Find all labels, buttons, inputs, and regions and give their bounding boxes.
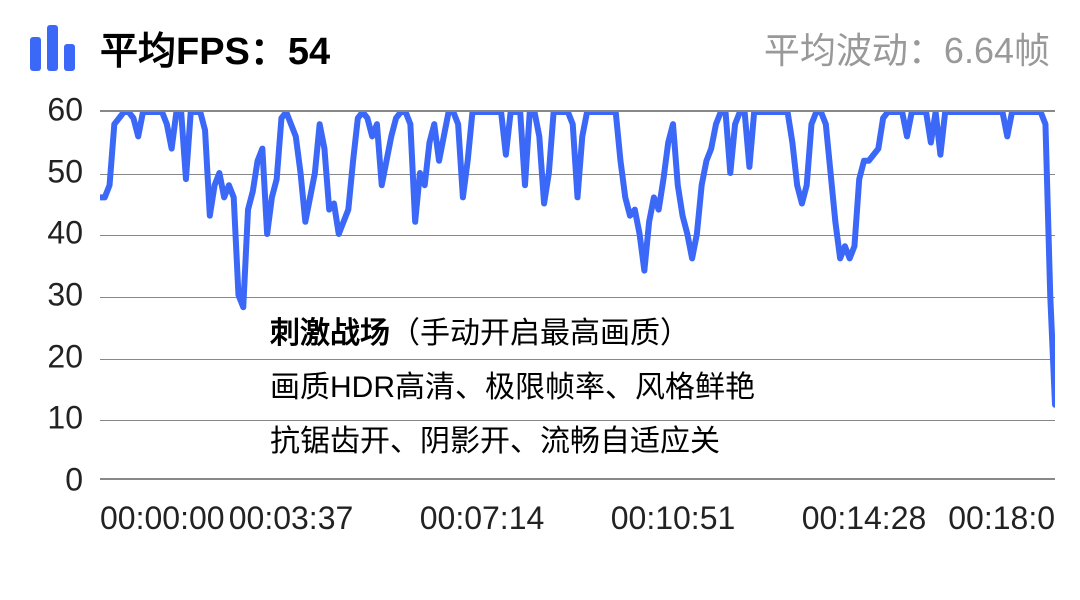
y-tick: 60 <box>47 92 83 129</box>
x-tick: 00:10:51 <box>611 500 736 537</box>
fluctuation-title: 平均波动：6.64帧 <box>764 22 1050 74</box>
avg-fps-title: 平均FPS：54 <box>100 20 330 75</box>
header-left: 平均FPS：54 <box>30 20 330 75</box>
y-axis: 0102030405060 <box>20 110 95 480</box>
x-tick: 00:07:14 <box>420 500 545 537</box>
overlay-title: 刺激战场（手动开启最高画质） <box>270 307 755 361</box>
x-tick: 00:18:0 <box>948 500 1055 537</box>
y-tick: 0 <box>65 462 83 499</box>
fluctuation-label: 平均波动： <box>764 30 944 71</box>
x-tick: 00:00:00 <box>100 500 225 537</box>
avg-fps-value: 54 <box>288 31 330 73</box>
overlay-line3: 抗锯齿开、阴影开、流畅自适应关 <box>270 415 755 469</box>
overlay-labels: 刺激战场（手动开启最高画质） 画质HDR高清、极限帧率、风格鲜艳 抗锯齿开、阴影… <box>270 307 755 469</box>
header: 平均FPS：54 平均波动：6.64帧 <box>0 0 1080 85</box>
y-tick: 40 <box>47 215 83 252</box>
y-tick: 30 <box>47 277 83 314</box>
bars-icon <box>30 25 75 71</box>
overlay-title-rest: （手动开启最高画质） <box>390 317 690 350</box>
fluctuation-value: 6.64帧 <box>944 30 1050 71</box>
avg-fps-label: 平均FPS： <box>100 31 288 73</box>
chart-area: 0102030405060 刺激战场（手动开启最高画质） 画质HDR高清、极限帧… <box>20 110 1060 580</box>
overlay-title-bold: 刺激战场 <box>270 317 390 350</box>
y-tick: 50 <box>47 153 83 190</box>
x-tick: 00:03:37 <box>229 500 354 537</box>
overlay-line2: 画质HDR高清、极限帧率、风格鲜艳 <box>270 361 755 415</box>
y-tick: 10 <box>47 400 83 437</box>
x-tick: 00:14:28 <box>802 500 927 537</box>
plot-region: 刺激战场（手动开启最高画质） 画质HDR高清、极限帧率、风格鲜艳 抗锯齿开、阴影… <box>100 110 1055 480</box>
y-tick: 20 <box>47 338 83 375</box>
